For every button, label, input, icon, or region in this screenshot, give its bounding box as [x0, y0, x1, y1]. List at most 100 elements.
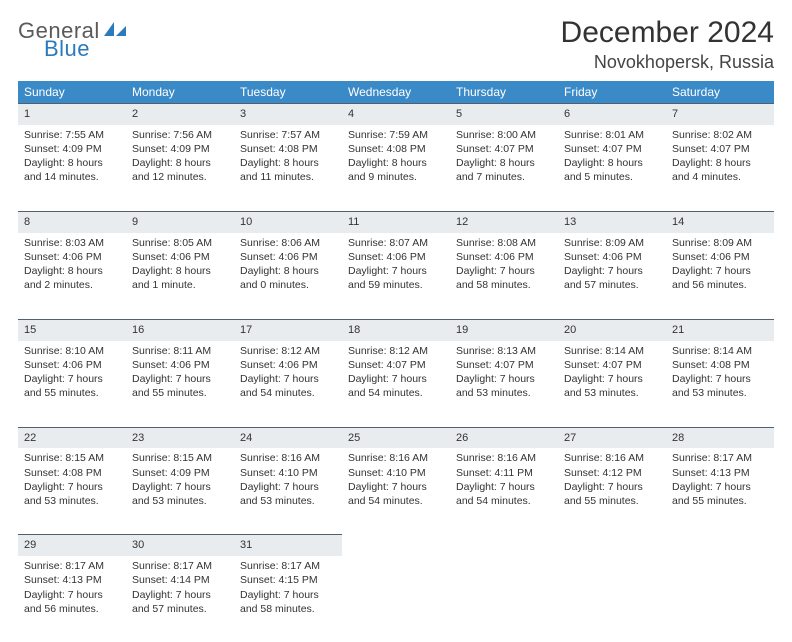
daylight-text: and 54 minutes.: [240, 386, 336, 400]
sunrise-text: Sunrise: 8:17 AM: [132, 559, 228, 573]
daylight-text: Daylight: 8 hours: [132, 264, 228, 278]
daylight-text: and 56 minutes.: [672, 278, 768, 292]
daylight-text: and 2 minutes.: [24, 278, 120, 292]
daylight-text: Daylight: 7 hours: [456, 264, 552, 278]
daylight-text: Daylight: 8 hours: [456, 156, 552, 170]
day-number-cell: 16: [126, 319, 234, 341]
daylight-text: Daylight: 7 hours: [672, 264, 768, 278]
day-number: 8: [18, 211, 126, 233]
sunrise-text: Sunrise: 8:14 AM: [564, 344, 660, 358]
day-body-row: Sunrise: 8:17 AMSunset: 4:13 PMDaylight:…: [18, 556, 774, 642]
day-details: Sunrise: 8:14 AMSunset: 4:08 PMDaylight:…: [666, 341, 774, 407]
day-number: 24: [234, 427, 342, 449]
location-subtitle: Novokhopersk, Russia: [561, 52, 774, 73]
day-details: Sunrise: 8:16 AMSunset: 4:10 PMDaylight:…: [342, 448, 450, 514]
day-number: 4: [342, 103, 450, 125]
day-number-cell: [666, 534, 774, 556]
daylight-text: and 54 minutes.: [456, 494, 552, 508]
sunset-text: Sunset: 4:06 PM: [24, 358, 120, 372]
day-number: 1: [18, 103, 126, 125]
day-number: 23: [126, 427, 234, 449]
brand-logo: General Blue: [18, 16, 128, 60]
day-details: Sunrise: 7:59 AMSunset: 4:08 PMDaylight:…: [342, 125, 450, 191]
sunset-text: Sunset: 4:14 PM: [132, 573, 228, 587]
daylight-text: and 11 minutes.: [240, 170, 336, 184]
day-cell: Sunrise: 8:16 AMSunset: 4:11 PMDaylight:…: [450, 448, 558, 534]
daylight-text: Daylight: 8 hours: [348, 156, 444, 170]
day-number: 29: [18, 534, 126, 556]
daylight-text: and 55 minutes.: [132, 386, 228, 400]
sunset-text: Sunset: 4:08 PM: [348, 142, 444, 156]
brand-word-blue: Blue: [18, 38, 128, 60]
day-cell: Sunrise: 8:16 AMSunset: 4:12 PMDaylight:…: [558, 448, 666, 534]
day-details: Sunrise: 7:55 AMSunset: 4:09 PMDaylight:…: [18, 125, 126, 191]
day-cell: Sunrise: 8:01 AMSunset: 4:07 PMDaylight:…: [558, 125, 666, 211]
daylight-text: Daylight: 8 hours: [240, 264, 336, 278]
sunset-text: Sunset: 4:06 PM: [132, 358, 228, 372]
sunset-text: Sunset: 4:08 PM: [240, 142, 336, 156]
daylight-text: and 5 minutes.: [564, 170, 660, 184]
sunrise-text: Sunrise: 8:09 AM: [672, 236, 768, 250]
day-cell: Sunrise: 8:10 AMSunset: 4:06 PMDaylight:…: [18, 341, 126, 427]
day-number: 12: [450, 211, 558, 233]
day-number-cell: 25: [342, 427, 450, 449]
daylight-text: Daylight: 7 hours: [132, 588, 228, 602]
daylight-text: and 57 minutes.: [132, 602, 228, 616]
day-number-cell: 9: [126, 211, 234, 233]
sunset-text: Sunset: 4:12 PM: [564, 466, 660, 480]
day-cell: [558, 556, 666, 642]
day-number: 3: [234, 103, 342, 125]
sunset-text: Sunset: 4:10 PM: [240, 466, 336, 480]
sunrise-text: Sunrise: 8:15 AM: [24, 451, 120, 465]
daylight-text: and 53 minutes.: [672, 386, 768, 400]
day-number-cell: 23: [126, 427, 234, 449]
sunrise-text: Sunrise: 8:01 AM: [564, 128, 660, 142]
calendar-head: Sunday Monday Tuesday Wednesday Thursday…: [18, 81, 774, 103]
day-number: 18: [342, 319, 450, 341]
day-details: Sunrise: 8:16 AMSunset: 4:11 PMDaylight:…: [450, 448, 558, 514]
daylight-text: Daylight: 7 hours: [672, 480, 768, 494]
sunrise-text: Sunrise: 7:55 AM: [24, 128, 120, 142]
day-number: 30: [126, 534, 234, 556]
daylight-text: Daylight: 8 hours: [672, 156, 768, 170]
daylight-text: Daylight: 7 hours: [348, 264, 444, 278]
day-number-cell: 6: [558, 103, 666, 125]
day-cell: Sunrise: 8:07 AMSunset: 4:06 PMDaylight:…: [342, 233, 450, 319]
day-number-cell: 11: [342, 211, 450, 233]
daylight-text: and 53 minutes.: [24, 494, 120, 508]
daylight-text: and 54 minutes.: [348, 386, 444, 400]
day-number: 28: [666, 427, 774, 449]
day-number-row: 22232425262728: [18, 427, 774, 449]
day-cell: Sunrise: 8:05 AMSunset: 4:06 PMDaylight:…: [126, 233, 234, 319]
sunrise-text: Sunrise: 8:10 AM: [24, 344, 120, 358]
daylight-text: Daylight: 8 hours: [132, 156, 228, 170]
day-cell: Sunrise: 8:03 AMSunset: 4:06 PMDaylight:…: [18, 233, 126, 319]
sunset-text: Sunset: 4:09 PM: [132, 466, 228, 480]
day-number-cell: 21: [666, 319, 774, 341]
day-cell: Sunrise: 8:11 AMSunset: 4:06 PMDaylight:…: [126, 341, 234, 427]
day-cell: Sunrise: 8:14 AMSunset: 4:07 PMDaylight:…: [558, 341, 666, 427]
day-body-row: Sunrise: 7:55 AMSunset: 4:09 PMDaylight:…: [18, 125, 774, 211]
sunrise-text: Sunrise: 8:09 AM: [564, 236, 660, 250]
sunrise-text: Sunrise: 8:17 AM: [240, 559, 336, 573]
day-number-cell: [450, 534, 558, 556]
day-number-cell: 31: [234, 534, 342, 556]
day-cell: Sunrise: 8:02 AMSunset: 4:07 PMDaylight:…: [666, 125, 774, 211]
day-details: Sunrise: 8:17 AMSunset: 4:13 PMDaylight:…: [18, 556, 126, 622]
day-number-cell: 10: [234, 211, 342, 233]
day-number-row: 15161718192021: [18, 319, 774, 341]
sunset-text: Sunset: 4:13 PM: [24, 573, 120, 587]
daylight-text: and 53 minutes.: [240, 494, 336, 508]
day-number-cell: 26: [450, 427, 558, 449]
daylight-text: and 1 minute.: [132, 278, 228, 292]
daylight-text: Daylight: 7 hours: [456, 372, 552, 386]
day-details: Sunrise: 8:12 AMSunset: 4:07 PMDaylight:…: [342, 341, 450, 407]
sunrise-text: Sunrise: 8:13 AM: [456, 344, 552, 358]
day-cell: Sunrise: 8:00 AMSunset: 4:07 PMDaylight:…: [450, 125, 558, 211]
daylight-text: and 12 minutes.: [132, 170, 228, 184]
sunrise-text: Sunrise: 8:17 AM: [24, 559, 120, 573]
day-cell: [450, 556, 558, 642]
sunrise-text: Sunrise: 8:05 AM: [132, 236, 228, 250]
daylight-text: Daylight: 7 hours: [348, 480, 444, 494]
calendar-table: Sunday Monday Tuesday Wednesday Thursday…: [18, 81, 774, 642]
